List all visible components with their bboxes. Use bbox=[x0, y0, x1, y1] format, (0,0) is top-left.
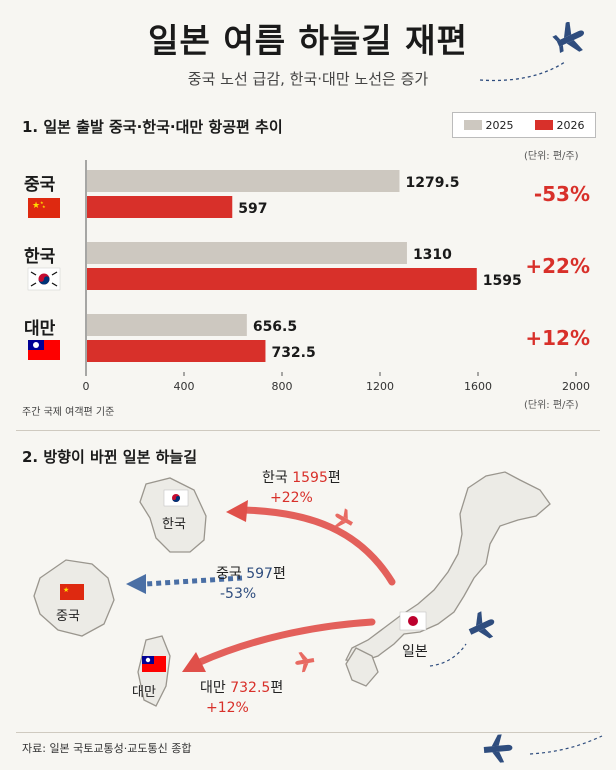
plane-icon-header bbox=[479, 22, 585, 82]
route-label-china-suffix: 편 bbox=[273, 566, 286, 582]
bar-2026 bbox=[87, 340, 266, 362]
bar-value-label: 656.5 bbox=[253, 319, 297, 335]
change-label: +22% bbox=[525, 254, 590, 278]
route-label-china-flights: 597 bbox=[246, 566, 273, 582]
legend-item-2026: 2026 bbox=[534, 118, 585, 132]
route-change-china: -53% bbox=[220, 586, 256, 602]
section-title-chart: 1. 일본 출발 중국·한국·대만 항공편 추이 bbox=[22, 118, 283, 136]
plane-icon-taiwan-route bbox=[295, 652, 315, 673]
bar-value-label: 597 bbox=[238, 201, 267, 217]
route-label-taiwan-flights: 732.5 bbox=[230, 680, 270, 696]
route-label-china: 중국 597편 bbox=[216, 566, 286, 582]
korea-flag-icon bbox=[27, 267, 61, 291]
chart-legend: 2025 2026 bbox=[452, 112, 596, 138]
footer-divider bbox=[16, 732, 600, 733]
page-title: 일본 여름 하늘길 재편 bbox=[148, 21, 468, 60]
x-tick-label: 2000 bbox=[562, 380, 590, 393]
route-map: ★ 한국 중국 대만 일본 한국 1595편 +22% 중국 597편 -53%… bbox=[33, 470, 551, 716]
plane-trail-japan bbox=[429, 643, 467, 667]
x-tick-label: 400 bbox=[174, 380, 195, 393]
page-subtitle: 중국 노선 급감, 한국·대만 노선은 증가 bbox=[187, 70, 429, 88]
japan-map-shape bbox=[345, 471, 551, 663]
x-tick-label: 0 bbox=[83, 380, 90, 393]
route-arrow-taiwan bbox=[196, 618, 376, 666]
bar-value-label: 1310 bbox=[413, 247, 452, 263]
route-label-taiwan-suffix: 편 bbox=[270, 680, 283, 696]
bar-2026 bbox=[87, 268, 477, 290]
bar-2026 bbox=[87, 196, 233, 218]
route-arrowhead-korea bbox=[226, 500, 248, 522]
map-label-china: 중국 bbox=[56, 609, 80, 624]
change-label: -53% bbox=[534, 182, 590, 206]
section-title-map: 2. 방향이 바뀐 일본 하늘길 bbox=[22, 448, 198, 466]
route-arrow-korea bbox=[240, 506, 396, 586]
korea-map-flag-icon bbox=[163, 489, 189, 507]
route-change-korea: +22% bbox=[270, 490, 313, 506]
plane-icon-footer bbox=[483, 734, 603, 763]
category-label: 대만 bbox=[24, 319, 56, 339]
x-tick-label: 1600 bbox=[464, 380, 492, 393]
bar-2025 bbox=[87, 170, 400, 192]
legend-label-2026: 2026 bbox=[556, 118, 585, 132]
x-tick-label: 800 bbox=[272, 380, 293, 393]
plane-icon-korea-route bbox=[334, 508, 353, 528]
unit-label-bottom: (단위: 편/주) bbox=[524, 400, 579, 411]
route-label-korea-suffix: 편 bbox=[328, 470, 341, 486]
legend-swatch-2026 bbox=[534, 119, 553, 130]
taiwan-map-flag-icon bbox=[142, 656, 166, 672]
unit-label-top: (단위: 편/주) bbox=[524, 151, 579, 162]
route-label-korea: 한국 1595편 bbox=[262, 470, 341, 486]
korea-map-shape bbox=[139, 477, 207, 553]
svg-text:★: ★ bbox=[32, 201, 40, 211]
china-flag-icon: ★ ★ ★ bbox=[28, 198, 60, 218]
route-arrowhead-taiwan bbox=[182, 652, 206, 672]
legend-item-2025: 2025 bbox=[463, 118, 514, 132]
bar-2025 bbox=[87, 314, 247, 336]
category-label: 중국 bbox=[24, 175, 56, 195]
bar-value-label: 1595 bbox=[483, 273, 522, 289]
map-label-japan: 일본 bbox=[402, 644, 428, 660]
legend-swatch-2025 bbox=[463, 119, 482, 130]
route-arrowhead-china bbox=[126, 574, 146, 594]
plane-icon-japan bbox=[468, 611, 495, 639]
section-divider bbox=[16, 430, 600, 431]
map-label-taiwan: 대만 bbox=[132, 685, 156, 700]
taiwan-flag-icon bbox=[28, 340, 60, 360]
route-label-taiwan: 대만 732.5편 bbox=[200, 680, 283, 696]
svg-text:★: ★ bbox=[63, 586, 69, 594]
route-label-korea-flights: 1595 bbox=[292, 470, 328, 486]
bar-2025 bbox=[87, 242, 407, 264]
japan-map-flag-icon bbox=[399, 611, 427, 631]
kyushu-map-shape bbox=[345, 647, 379, 687]
route-label-china-prefix: 중국 bbox=[216, 566, 246, 582]
bar-value-label: 1279.5 bbox=[405, 175, 459, 191]
map-label-korea: 한국 bbox=[162, 517, 186, 532]
chart-footnote: 주간 국제 여객편 기준 bbox=[22, 407, 115, 418]
category-label: 한국 bbox=[24, 247, 56, 267]
bar-value-label: 732.5 bbox=[271, 345, 315, 361]
svg-text:★: ★ bbox=[42, 204, 46, 209]
bar-chart: 중국 1279.5 597 -53% 한국 1310 1595+22% 대만 656.5 732.… bbox=[24, 160, 590, 393]
route-label-korea-prefix: 한국 bbox=[262, 470, 292, 486]
legend-label-2025: 2025 bbox=[485, 118, 514, 132]
route-arrow-china bbox=[145, 575, 243, 587]
source-note: 자료: 일본 국토교통성·교도통신 종합 bbox=[22, 742, 192, 755]
route-label-taiwan-prefix: 대만 bbox=[200, 680, 230, 696]
x-tick-label: 1200 bbox=[366, 380, 394, 393]
change-label: +12% bbox=[525, 326, 590, 350]
route-change-taiwan: +12% bbox=[206, 700, 249, 716]
china-map-flag-icon: ★ bbox=[60, 584, 84, 600]
svg-text:★: ★ bbox=[40, 200, 44, 205]
